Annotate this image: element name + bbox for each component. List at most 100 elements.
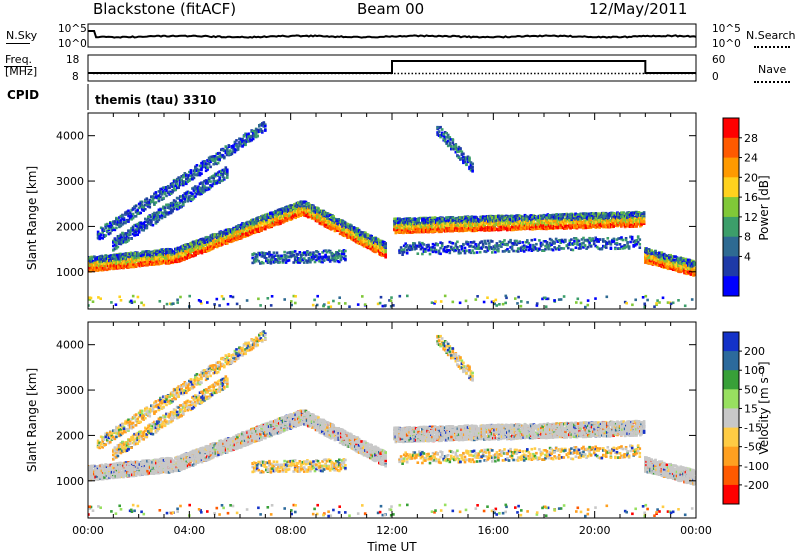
power-cell xyxy=(537,224,541,228)
power-cell xyxy=(371,236,375,240)
power-cell xyxy=(101,260,105,263)
power-cell xyxy=(455,224,458,228)
power-cell xyxy=(199,240,202,243)
power-cell xyxy=(436,220,439,224)
power-cell xyxy=(166,248,170,251)
power-cell xyxy=(124,252,128,255)
power-cell xyxy=(305,214,309,218)
power-cell xyxy=(416,227,419,231)
power-cell xyxy=(117,260,120,264)
power-cell xyxy=(119,263,123,266)
power-cell xyxy=(98,260,101,264)
power-cell xyxy=(528,227,532,231)
power-cell xyxy=(516,220,519,224)
power-cell xyxy=(98,258,101,262)
power-cell xyxy=(516,227,519,230)
power-cell xyxy=(438,220,442,224)
power-cell xyxy=(419,221,423,225)
freq-unit-label: [MHz] xyxy=(5,65,38,78)
power-cell xyxy=(356,227,360,230)
power-cell xyxy=(379,253,382,256)
power-cell xyxy=(100,266,104,270)
power-cell xyxy=(417,217,420,220)
power-cell xyxy=(398,220,401,224)
power-cell xyxy=(324,221,328,224)
power-cell xyxy=(436,228,439,231)
power-cell xyxy=(493,219,496,223)
power-cell xyxy=(419,225,423,228)
power-cell xyxy=(183,257,186,261)
power-cell xyxy=(381,248,385,251)
power-cell xyxy=(366,235,370,239)
power-cell xyxy=(507,224,510,228)
power-cell xyxy=(324,216,328,219)
power-cell xyxy=(421,219,424,222)
power-cell xyxy=(436,219,439,222)
power-cell xyxy=(98,256,101,260)
power-cell xyxy=(100,258,104,262)
power-cell xyxy=(495,222,499,225)
power-cell xyxy=(535,225,538,228)
power-cell xyxy=(438,230,442,233)
power-cell xyxy=(346,222,349,226)
power-cell xyxy=(479,228,482,232)
power-cell xyxy=(303,200,306,203)
power-cell xyxy=(284,206,287,209)
power-cell xyxy=(179,252,182,256)
power-cell xyxy=(348,229,352,233)
power-cell xyxy=(286,216,290,219)
power-cell xyxy=(265,222,268,226)
power-cell xyxy=(119,252,123,256)
nsearch-tick-bottom: 10^0 xyxy=(712,38,741,50)
power-cell xyxy=(305,202,309,206)
power-cell xyxy=(537,220,541,224)
power-cell xyxy=(134,265,138,268)
power-cell xyxy=(265,218,268,222)
power-cell xyxy=(493,216,496,219)
power-cell xyxy=(433,216,437,219)
power-cell xyxy=(332,215,335,218)
power-cell xyxy=(381,240,385,244)
power-cell xyxy=(411,231,414,234)
power-cell xyxy=(267,213,271,216)
power-cell xyxy=(100,268,104,272)
power-cell xyxy=(286,210,290,214)
power-cell xyxy=(269,219,272,222)
power-cell xyxy=(535,217,538,220)
power-cell xyxy=(362,234,366,237)
beam-title: Beam 00 xyxy=(357,0,425,18)
power-cell xyxy=(499,228,503,232)
power-cell xyxy=(419,228,423,232)
power-cell xyxy=(537,219,541,222)
power-cell xyxy=(537,214,541,218)
power-cell xyxy=(95,266,99,269)
power-cell xyxy=(417,219,420,222)
power-cell xyxy=(431,224,434,227)
power-cell xyxy=(450,226,453,230)
power-cell xyxy=(321,221,324,224)
power-cell xyxy=(110,264,114,268)
power-cell xyxy=(537,226,541,230)
power-cell xyxy=(324,212,328,216)
power-cell xyxy=(167,262,171,265)
freq-label: Freq. xyxy=(5,53,33,66)
power-cell xyxy=(294,216,297,220)
power-cell xyxy=(474,228,477,231)
power-cell xyxy=(430,218,433,222)
power-cell xyxy=(366,234,370,237)
date-title: 12/May/2011 xyxy=(589,0,688,18)
nave-tick-top: 60 xyxy=(712,54,726,66)
power-cell xyxy=(379,239,382,243)
nsky-tick-bottom: 10^0 xyxy=(58,38,87,50)
power-cell xyxy=(324,219,328,223)
power-cell xyxy=(322,223,325,226)
power-cell xyxy=(356,232,360,235)
power-cell xyxy=(265,213,268,216)
power-cell xyxy=(298,202,301,205)
power-cell xyxy=(419,216,423,220)
power-cell xyxy=(400,231,404,234)
power-cell xyxy=(279,222,282,225)
power-cell xyxy=(100,260,104,264)
power-cell xyxy=(384,245,387,248)
power-cell xyxy=(537,216,541,219)
